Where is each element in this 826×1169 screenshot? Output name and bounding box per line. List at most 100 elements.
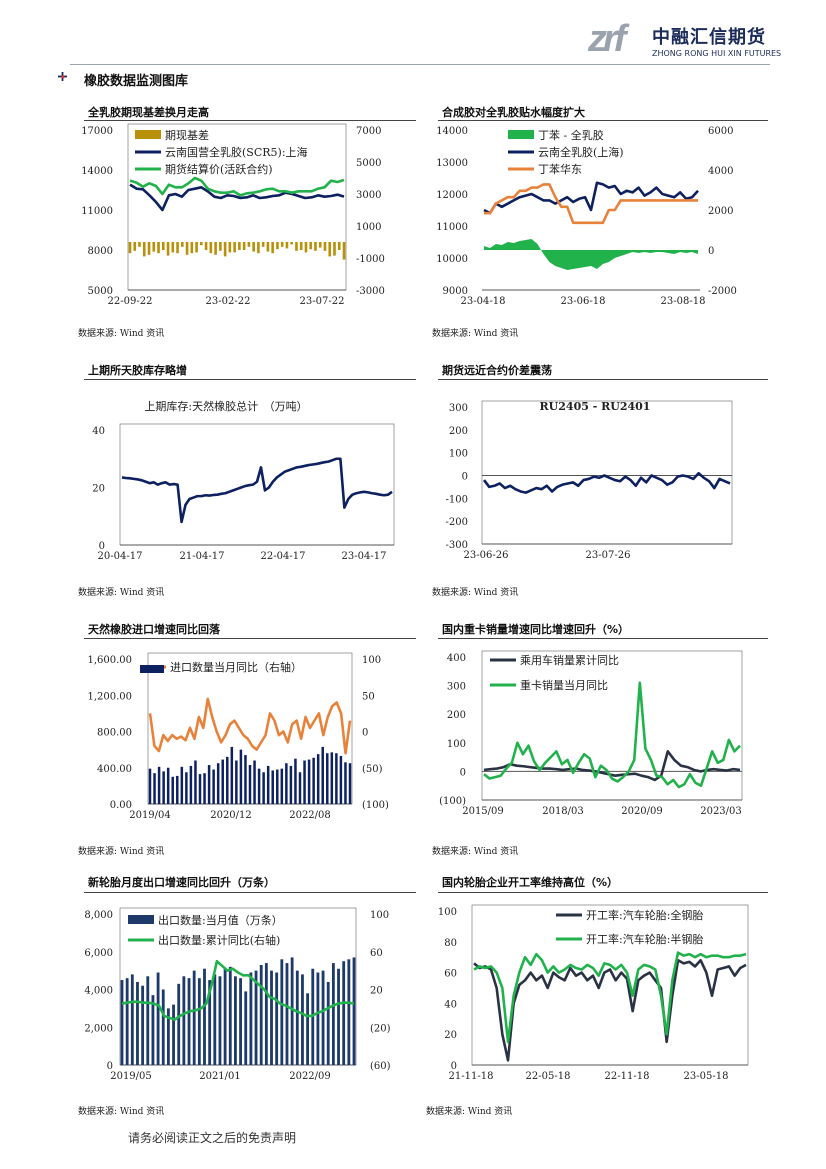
bar xyxy=(247,242,251,247)
y-tick-label: 200 xyxy=(449,426,468,437)
y-tick-label: 13000 xyxy=(436,158,468,169)
y-tick-label: 0 xyxy=(462,472,468,483)
plot-frame xyxy=(471,904,749,1066)
source-note: 数据来源: Wind 资讯 xyxy=(432,329,519,339)
bar xyxy=(290,957,294,1065)
y2-tick-label: 50 xyxy=(362,691,375,702)
bar xyxy=(192,970,196,1065)
bar xyxy=(218,976,222,1065)
bar xyxy=(262,772,265,804)
y2-tick-label: 20 xyxy=(370,986,383,997)
bar xyxy=(344,762,347,804)
bar xyxy=(321,970,325,1065)
x-tick-label: 2019/05 xyxy=(110,1071,152,1082)
bar xyxy=(166,767,170,804)
bar xyxy=(285,763,288,804)
y-tick-label: 100 xyxy=(447,739,466,750)
y-tick-label: -100 xyxy=(446,494,468,505)
bar xyxy=(207,765,211,804)
legend-label: 乘用车销量累计同比 xyxy=(520,653,619,667)
bar xyxy=(161,989,165,1065)
bar xyxy=(230,746,234,804)
bar xyxy=(294,758,297,804)
x-tick-label: 22-09-22 xyxy=(108,296,153,307)
bar xyxy=(335,753,338,804)
bar xyxy=(298,772,302,804)
y-tick-label: 11000 xyxy=(436,222,468,233)
bar xyxy=(208,980,212,1065)
bar xyxy=(203,773,206,804)
bar xyxy=(244,991,248,1065)
y2-tick-label: -1000 xyxy=(356,254,385,265)
bar xyxy=(290,242,293,245)
bar xyxy=(228,966,232,1065)
y-tick-label: 12000 xyxy=(436,190,468,201)
series-line xyxy=(129,183,345,212)
bar xyxy=(223,242,227,257)
x-tick-label: 23-06-18 xyxy=(561,296,606,307)
bar xyxy=(323,242,327,251)
bar xyxy=(348,763,352,804)
x-tick-label: 23-07-22 xyxy=(300,296,345,307)
bar xyxy=(307,759,311,804)
bar xyxy=(271,242,274,254)
section-title: 橡胶数据监测图库 xyxy=(84,74,189,89)
x-tick-label: 2021/01 xyxy=(199,1071,241,1082)
source-note: 数据来源: Wind 资讯 xyxy=(78,1107,165,1117)
x-tick-label: 2015/09 xyxy=(462,806,504,817)
bar xyxy=(147,242,151,255)
chart-inner-title: 上期库存:天然橡胶总计 （万吨） xyxy=(144,399,307,413)
y2-tick-label: (100) xyxy=(362,800,389,811)
bar xyxy=(194,760,197,804)
bar xyxy=(318,242,322,248)
series-line xyxy=(473,951,747,1044)
panel-title-6: 国内重卡销量增速同比增速回升（%） xyxy=(442,623,630,636)
y-tick-label: 8000 xyxy=(88,246,113,257)
y2-tick-label: 0 xyxy=(362,728,368,739)
bar xyxy=(141,985,145,1065)
y-tick-label: 200 xyxy=(447,710,466,721)
bar xyxy=(252,242,255,252)
bar xyxy=(166,1008,170,1065)
legend-label: 云南国营全乳胶(SCR5):上海 xyxy=(165,145,308,159)
y-tick-label: 17000 xyxy=(81,126,113,137)
y2-tick-label: (50) xyxy=(362,764,383,775)
series-line xyxy=(473,958,747,1062)
logo-chinese-name: 中融汇信期货 xyxy=(652,27,766,48)
bar xyxy=(182,976,186,1065)
bar xyxy=(219,242,222,251)
y2-tick-label: 100 xyxy=(370,910,389,921)
legend-label: 期货结算价(活跃合约) xyxy=(165,162,273,176)
bar xyxy=(213,974,217,1065)
bar xyxy=(223,968,227,1065)
panel-rule xyxy=(438,638,768,639)
x-tick-label: 2018/03 xyxy=(542,806,584,817)
bar xyxy=(316,972,320,1065)
bar xyxy=(244,755,247,804)
legend-label: 开工率:汽车轮胎:半钢胎 xyxy=(586,932,703,946)
bar xyxy=(197,978,201,1065)
y2-tick-label: 7000 xyxy=(356,126,381,137)
y-tick-label: 60 xyxy=(444,969,457,980)
bar xyxy=(238,242,241,250)
panel-rule xyxy=(84,892,416,893)
panel-rule xyxy=(84,120,416,121)
bar xyxy=(280,768,284,804)
bar xyxy=(125,978,129,1065)
panel-title-2: 合成胶对全乳胶贴水幅度扩大 xyxy=(442,106,585,119)
bar xyxy=(257,768,261,804)
bar xyxy=(254,970,258,1065)
panel-title-3: 上期所天胶库存略增 xyxy=(88,364,187,377)
bar xyxy=(234,976,237,1065)
bar xyxy=(209,242,213,254)
disclaimer-footer: 请务必阅读正文之后的免责声明 xyxy=(128,1131,297,1145)
y-tick-label: 400 xyxy=(447,653,466,664)
bar xyxy=(242,242,246,250)
y-tick-label: (100) xyxy=(439,796,466,807)
bar xyxy=(337,968,340,1065)
bar xyxy=(128,242,132,254)
source-note: 数据来源: Wind 资讯 xyxy=(432,847,519,857)
y-tick-label: 0 xyxy=(451,1061,457,1072)
legend-label: 开工率:汽车轮胎:全钢胎 xyxy=(586,908,703,922)
y2-tick-label: (60) xyxy=(370,1061,391,1072)
